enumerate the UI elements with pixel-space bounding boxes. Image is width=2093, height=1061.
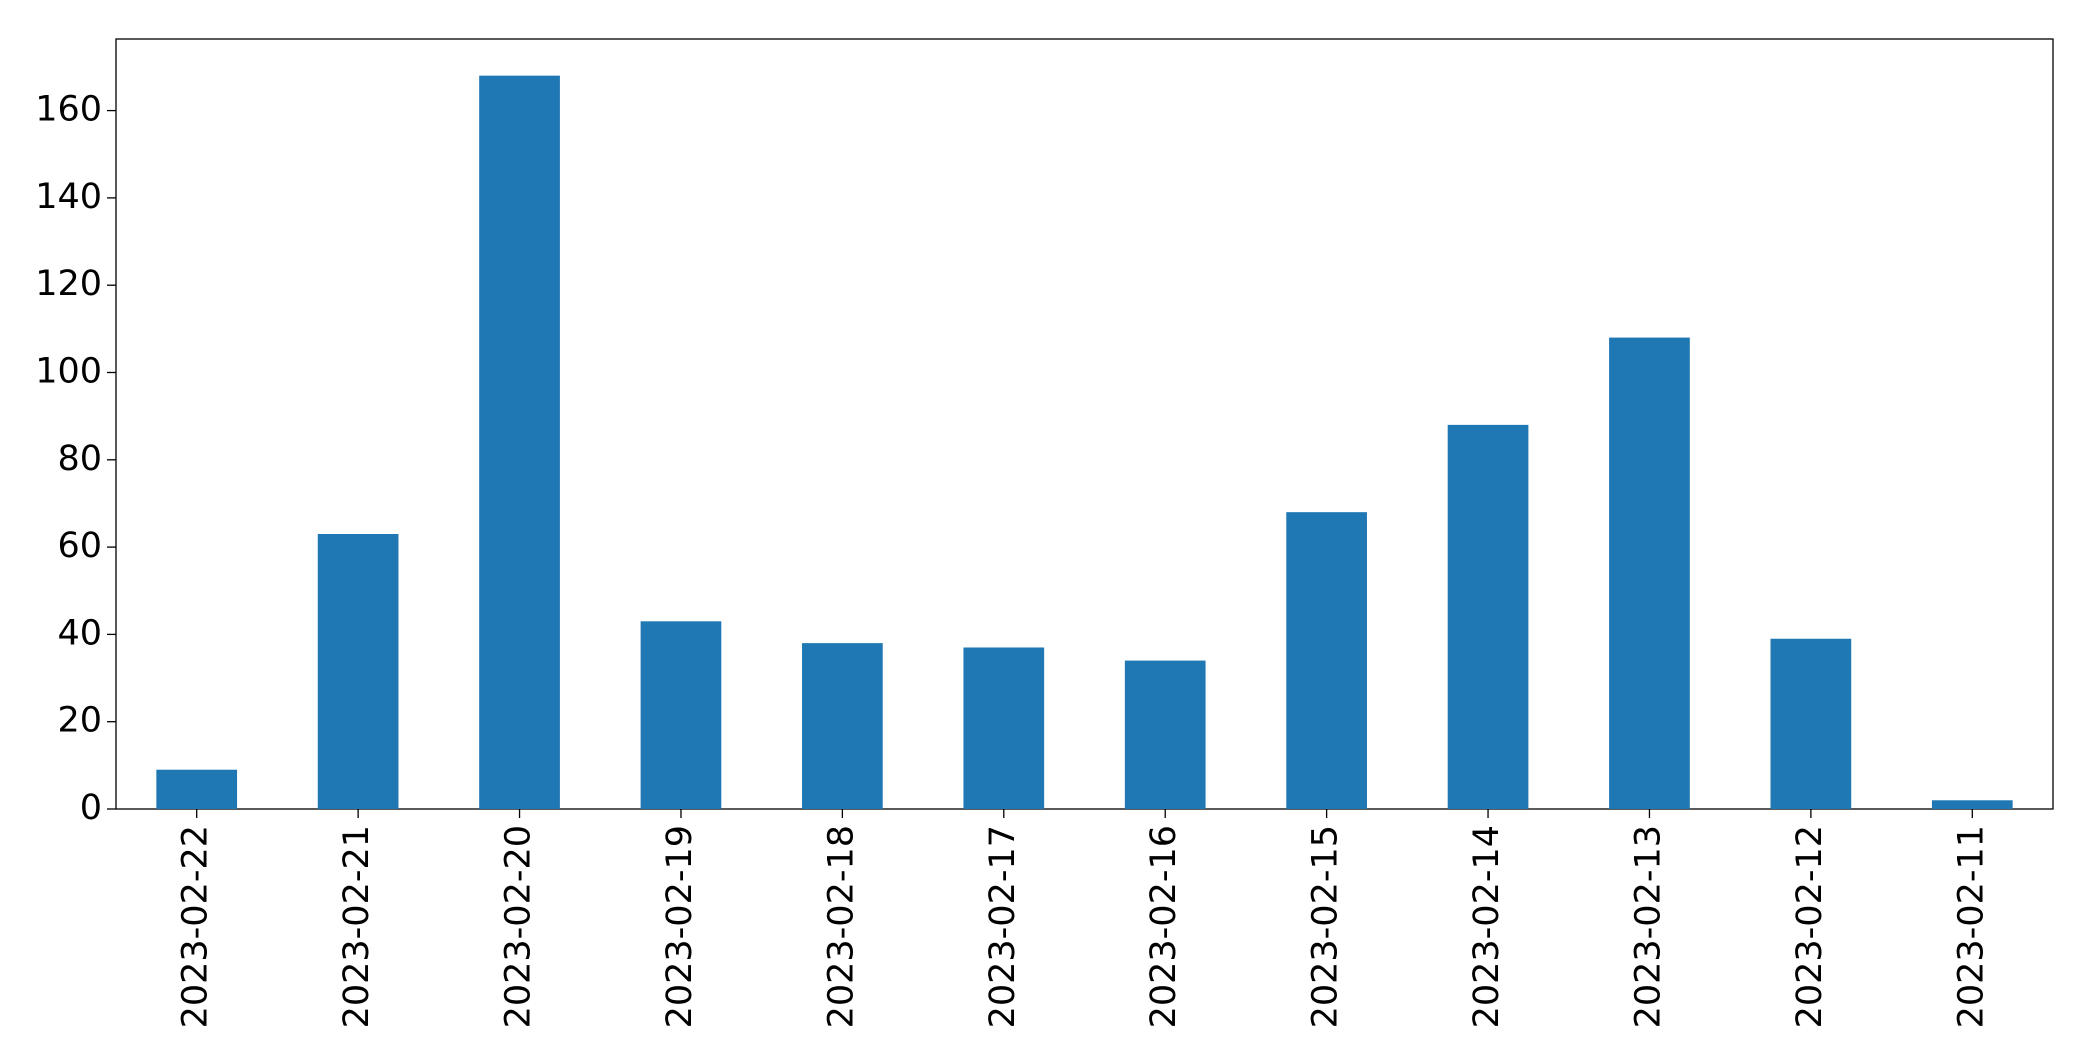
x-tick-label: 2023-02-13 [1628,825,1668,1028]
bar [1447,424,1529,809]
bar [1124,660,1206,809]
bar [963,647,1045,809]
y-tick-label: 120 [35,264,102,304]
y-tick-label: 80 [57,439,102,479]
bar [156,769,238,809]
y-tick-label: 160 [35,90,102,130]
x-tick-label: 2023-02-20 [499,825,539,1028]
bar [317,534,399,809]
x-tick-label: 2023-02-14 [1467,825,1507,1028]
x-tick-label: 2023-02-16 [1144,825,1184,1028]
y-tick-label: 100 [35,351,102,391]
y-tick-label: 140 [35,177,102,217]
x-tick-label: 2023-02-12 [1790,825,1830,1028]
bar [802,643,883,809]
y-tick-label: 0 [80,788,102,828]
x-tick-label: 2023-02-22 [176,825,216,1028]
x-tick-label: 2023-02-17 [983,825,1023,1028]
bar [479,75,560,809]
y-tick-label: 40 [57,613,102,653]
x-tick-label: 2023-02-15 [1306,825,1346,1028]
y-tick-label: 20 [57,701,102,741]
y-tick-label: 60 [57,526,102,566]
bar [1609,337,1690,809]
bar [1931,800,2013,809]
x-tick-label: 2023-02-21 [337,825,377,1028]
bar [640,621,722,809]
plot-frame [115,38,2054,810]
bar [1770,638,1852,809]
x-tick-label: 2023-02-19 [660,825,700,1028]
bar [1286,512,1367,809]
x-tick-label: 2023-02-11 [1951,825,1991,1028]
x-tick-label: 2023-02-18 [821,825,861,1028]
